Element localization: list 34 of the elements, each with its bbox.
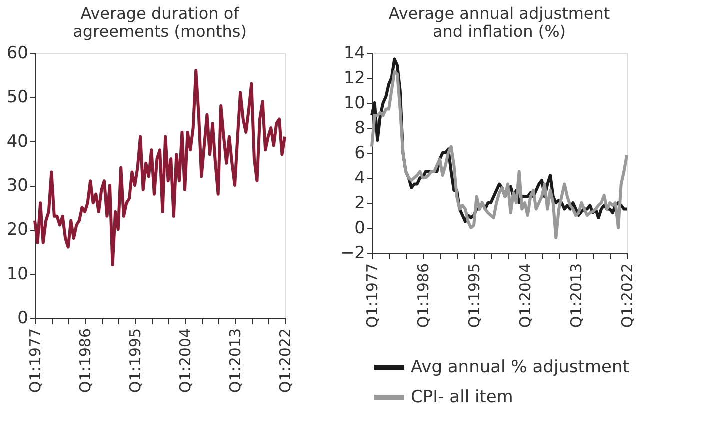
y-tick-label: 60 bbox=[6, 44, 28, 64]
legend-label: CPI- all item bbox=[411, 388, 514, 408]
x-tick-label: Q1:1977 bbox=[364, 264, 382, 328]
y-tick-label: 0 bbox=[354, 218, 366, 238]
y-tick-label: 50 bbox=[6, 88, 28, 108]
x-tick-label: Q1:2013 bbox=[568, 264, 586, 328]
legend-label: Avg annual % adjustment bbox=[411, 358, 630, 378]
y-tick-label: 30 bbox=[6, 176, 28, 196]
x-tick-label: Q1:1986 bbox=[76, 328, 94, 394]
x-tick-label: Q1:1995 bbox=[466, 264, 484, 328]
y-tick-label: 0 bbox=[18, 308, 28, 328]
y-tick-label: 8 bbox=[354, 118, 366, 138]
x-tick-label: Q1:2004 bbox=[176, 328, 194, 394]
y-tick-label: 10 bbox=[344, 94, 366, 114]
x-tick-label: Q1:1995 bbox=[126, 328, 144, 394]
line-series bbox=[370, 70, 628, 240]
y-tick-label: 12 bbox=[344, 68, 366, 88]
x-tick-label: Q1:1986 bbox=[414, 264, 432, 328]
y-tick-label: 2 bbox=[354, 194, 366, 214]
y-tick-label: −2 bbox=[340, 244, 366, 264]
x-tick-label: Q1:2013 bbox=[226, 328, 244, 394]
x-tick-label: Q1:2004 bbox=[516, 264, 534, 328]
y-tick-label: 20 bbox=[6, 220, 28, 240]
x-tick-label: Q1:1977 bbox=[26, 328, 44, 394]
x-tick-label: Q1:2022 bbox=[276, 328, 294, 394]
y-tick-label: 10 bbox=[6, 264, 28, 284]
y-tick-label: 14 bbox=[344, 44, 366, 64]
x-tick-label: Q1:2022 bbox=[618, 264, 636, 328]
line-series bbox=[34, 69, 286, 266]
chart-title: Average duration of agreements (months) bbox=[73, 4, 247, 41]
y-tick-label: 40 bbox=[6, 132, 28, 152]
y-tick-label: 6 bbox=[354, 144, 366, 164]
chart-title: Average annual adjustment and inflation (%) bbox=[388, 4, 610, 41]
y-tick-label: 4 bbox=[354, 168, 366, 188]
